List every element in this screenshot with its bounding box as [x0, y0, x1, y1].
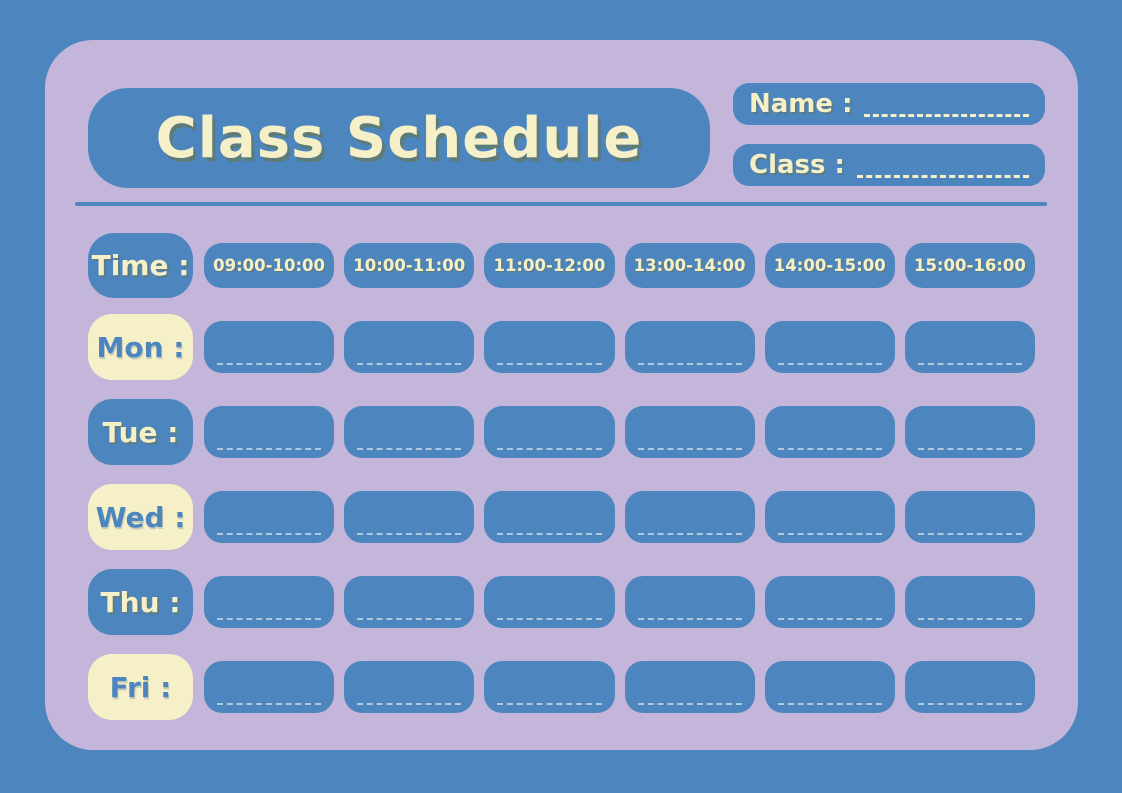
cell-write-line — [777, 618, 882, 620]
time-slot: 14:00-15:00 — [764, 243, 895, 288]
cell-write-line — [637, 533, 742, 535]
schedule-cell[interactable] — [344, 576, 475, 628]
cell-write-line — [357, 703, 462, 705]
cell-write-line — [497, 618, 602, 620]
day-label: Tue : — [88, 399, 193, 465]
schedule-cell[interactable] — [344, 661, 475, 713]
cell-write-line — [497, 703, 602, 705]
cell-write-line — [637, 618, 742, 620]
cell-write-line — [777, 533, 882, 535]
time-slot: 11:00-12:00 — [484, 243, 615, 288]
schedule-cell[interactable] — [624, 661, 755, 713]
schedule-cell[interactable] — [204, 576, 335, 628]
cell-write-line — [637, 703, 742, 705]
name-label: Name : — [749, 89, 853, 119]
time-slot-list: 09:00-10:00 10:00-11:00 11:00-12:00 13:00-1… — [204, 243, 1035, 288]
day-label: Wed : — [88, 484, 193, 550]
cell-write-line — [777, 448, 882, 450]
schedule-cell[interactable] — [904, 406, 1035, 458]
class-label: Class : — [749, 150, 845, 180]
cell-write-line — [357, 448, 462, 450]
day-row: Mon : — [88, 314, 1035, 380]
day-label: Thu : — [88, 569, 193, 635]
day-label: Fri : — [88, 654, 193, 720]
time-slot: 15:00-16:00 — [904, 243, 1035, 288]
cell-write-line — [357, 618, 462, 620]
cell-write-line — [357, 533, 462, 535]
day-row: Thu : — [88, 569, 1035, 635]
day-cell-list — [204, 576, 1035, 628]
schedule-cell[interactable] — [344, 491, 475, 543]
cell-write-line — [637, 363, 742, 365]
day-cell-list — [204, 661, 1035, 713]
time-slot: 09:00-10:00 — [204, 243, 335, 288]
schedule-cell[interactable] — [624, 491, 755, 543]
day-cell-list — [204, 406, 1035, 458]
schedule-cell[interactable] — [484, 576, 615, 628]
schedule-cell[interactable] — [904, 661, 1035, 713]
name-write-line[interactable] — [864, 114, 1029, 117]
day-row: Fri : — [88, 654, 1035, 720]
schedule-cell[interactable] — [764, 491, 895, 543]
title-box: Class Schedule — [88, 88, 710, 188]
schedule-cell[interactable] — [204, 491, 335, 543]
class-field: Class : — [733, 144, 1045, 186]
day-cell-list — [204, 491, 1035, 543]
schedule-cell[interactable] — [764, 406, 895, 458]
schedule-cell[interactable] — [764, 321, 895, 373]
page-title: Class Schedule — [155, 105, 643, 171]
schedule-cell[interactable] — [764, 661, 895, 713]
cell-write-line — [497, 363, 602, 365]
cell-write-line — [497, 448, 602, 450]
cell-write-line — [917, 703, 1022, 705]
class-write-line[interactable] — [856, 175, 1029, 178]
cell-write-line — [917, 448, 1022, 450]
cell-write-line — [217, 618, 322, 620]
day-row: Tue : — [88, 399, 1035, 465]
name-field: Name : — [733, 83, 1045, 125]
time-label: Time : — [88, 233, 193, 298]
cell-write-line — [777, 703, 882, 705]
cell-write-line — [217, 448, 322, 450]
schedule-cell[interactable] — [344, 321, 475, 373]
cell-write-line — [217, 703, 322, 705]
cell-write-line — [357, 363, 462, 365]
time-slot: 10:00-11:00 — [344, 243, 475, 288]
schedule-cell[interactable] — [484, 491, 615, 543]
schedule-cell[interactable] — [344, 406, 475, 458]
cell-write-line — [917, 363, 1022, 365]
schedule-cell[interactable] — [484, 661, 615, 713]
schedule-cell[interactable] — [904, 576, 1035, 628]
day-cell-list — [204, 321, 1035, 373]
cell-write-line — [777, 363, 882, 365]
schedule-card: Class Schedule Name : Class : Time : 09:… — [45, 40, 1078, 750]
schedule-cell[interactable] — [904, 321, 1035, 373]
day-label: Mon : — [88, 314, 193, 380]
time-slot: 13:00-14:00 — [624, 243, 755, 288]
cell-write-line — [217, 533, 322, 535]
schedule-cell[interactable] — [904, 491, 1035, 543]
cell-write-line — [917, 533, 1022, 535]
time-header-row: Time : 09:00-10:00 10:00-11:00 11:00-12:00… — [88, 233, 1035, 298]
schedule-cell[interactable] — [624, 406, 755, 458]
schedule-cell[interactable] — [204, 661, 335, 713]
schedule-cell[interactable] — [484, 321, 615, 373]
cell-write-line — [497, 533, 602, 535]
cell-write-line — [217, 363, 322, 365]
cell-write-line — [917, 618, 1022, 620]
header-divider — [75, 202, 1047, 206]
cell-write-line — [637, 448, 742, 450]
schedule-cell[interactable] — [624, 576, 755, 628]
day-row: Wed : — [88, 484, 1035, 550]
schedule-cell[interactable] — [764, 576, 895, 628]
schedule-cell[interactable] — [624, 321, 755, 373]
schedule-cell[interactable] — [204, 321, 335, 373]
schedule-cell[interactable] — [484, 406, 615, 458]
schedule-cell[interactable] — [204, 406, 335, 458]
